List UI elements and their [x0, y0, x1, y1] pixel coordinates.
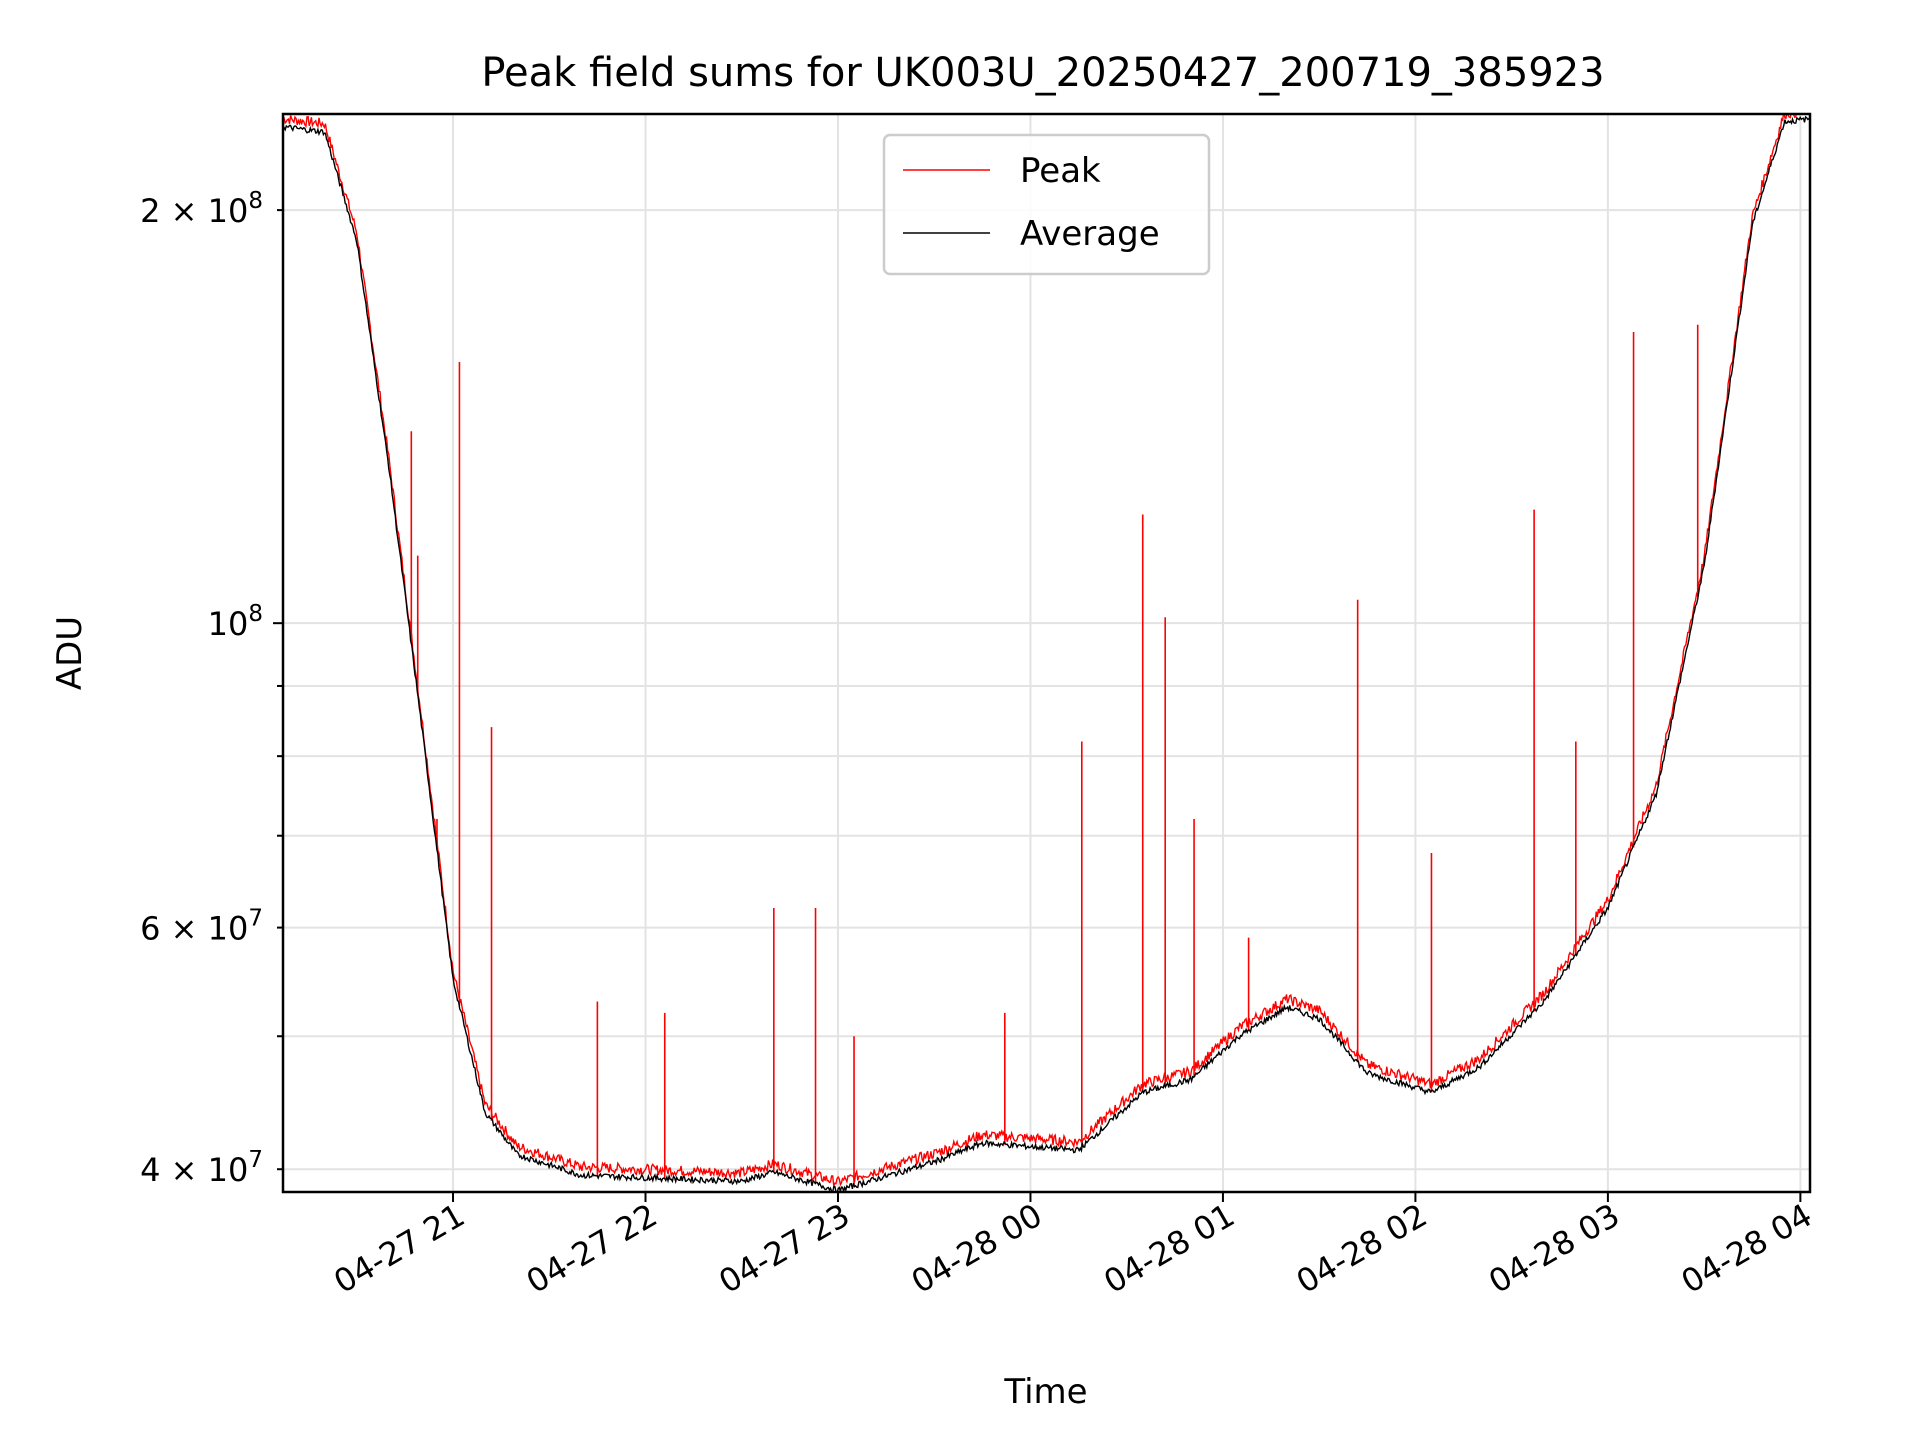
- y-tick-label: 4 × 107: [140, 1147, 263, 1189]
- series-line-average: [283, 115, 1810, 1192]
- x-axis-label: Time: [1003, 1372, 1087, 1412]
- legend: Peak Average: [882, 133, 1211, 276]
- y-tick-label: 108: [208, 601, 263, 643]
- legend-label-average: Average: [1020, 214, 1160, 254]
- y-tick-label: 6 × 107: [140, 906, 263, 948]
- y-axis-ticks: 108 4 × 107 6 × 107 2 × 108: [140, 188, 283, 1189]
- series-layer: [283, 114, 1810, 1192]
- y-axis-label: ADU: [50, 616, 90, 690]
- chart-title: Peak field sums for UK003U_20250427_2007…: [481, 50, 1604, 96]
- legend-label-peak: Peak: [1020, 151, 1101, 191]
- y-tick-label: 2 × 108: [140, 188, 263, 230]
- grid-layer: [283, 114, 1810, 1192]
- series-line-peak: [283, 114, 1808, 1187]
- plot-frame: [281, 112, 1812, 1194]
